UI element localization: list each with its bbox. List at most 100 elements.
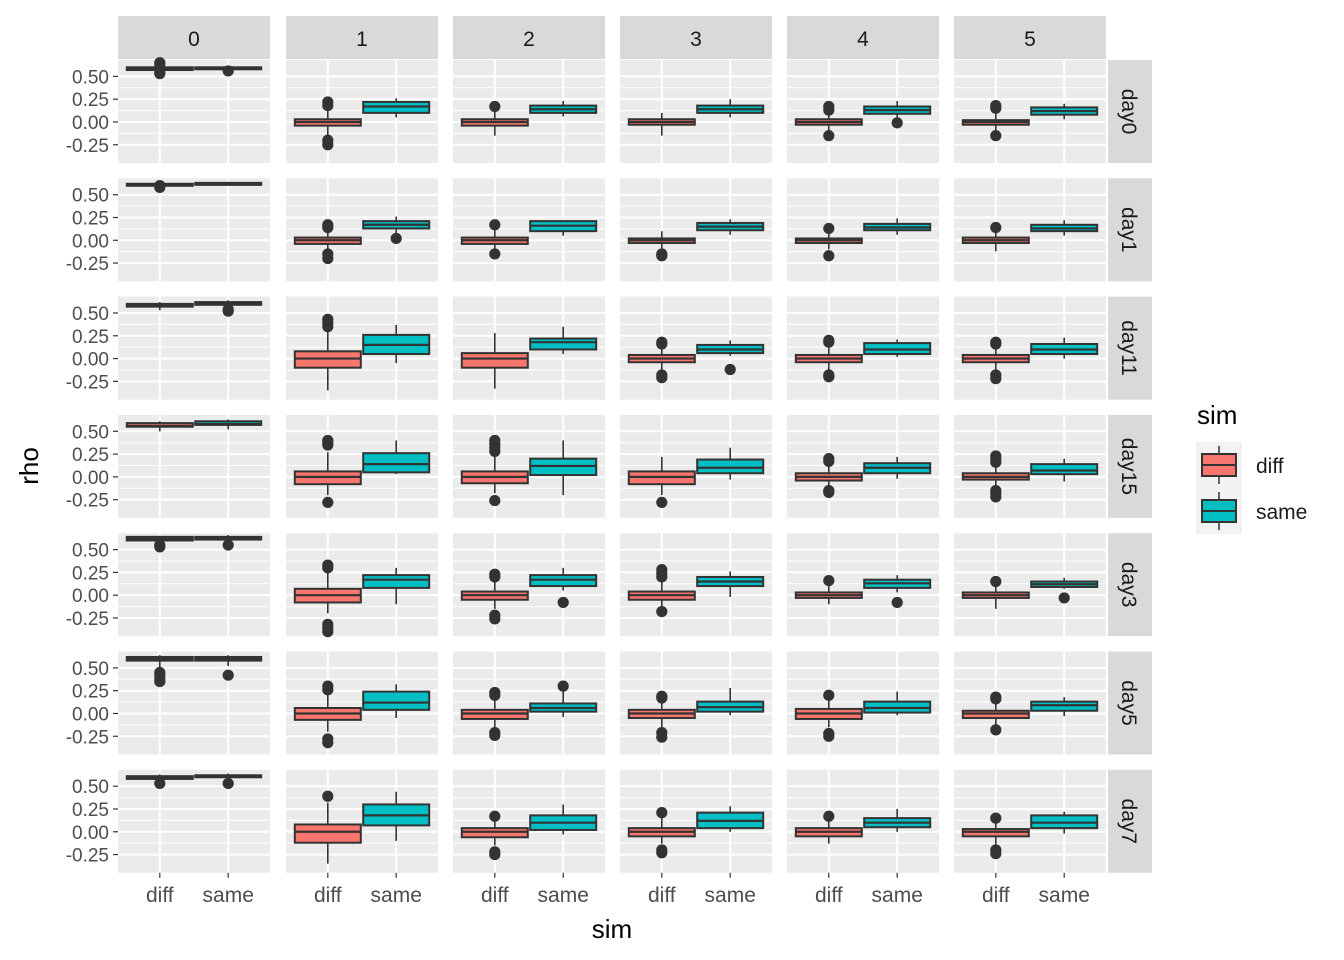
y-tick-label: 0.50: [72, 659, 109, 680]
legend-label: diff: [1256, 455, 1284, 478]
facet-strip-top: 0: [118, 16, 270, 59]
boxplot-diff: [293, 434, 362, 509]
facet-strip-top: 5: [954, 16, 1106, 59]
y-tick-label: 0.00: [72, 468, 109, 489]
facet-panel: [118, 651, 270, 755]
boxplot-diff: [627, 564, 696, 618]
outlier-point: [489, 613, 501, 625]
box: [696, 458, 765, 475]
y-axis-title: rho: [14, 447, 44, 485]
boxplot-same: [362, 98, 431, 118]
facet-panel: [453, 178, 605, 282]
facet-panel: [787, 60, 939, 163]
x-axis: diff same diff same diff same diff same diff same…: [146, 872, 1090, 907]
outlier-point: [990, 491, 1002, 503]
facet-strip-top: 3: [620, 16, 772, 59]
boxplot-diff: [125, 655, 194, 688]
facet-panel: [954, 651, 1106, 755]
facet-panel: [787, 769, 939, 873]
outlier-point: [154, 179, 166, 192]
outlier-point: [656, 807, 668, 819]
outlier-point: [891, 596, 903, 609]
panel-grid: 0 1 2 3 4 5 day0 day1 day11 day15 day3 day5 day7: [118, 16, 1152, 873]
boxplot-same: [362, 440, 431, 475]
y-tick-label: -0.25: [66, 727, 109, 748]
outlier-point: [823, 810, 835, 822]
facet-strip-right: day3: [1108, 533, 1152, 637]
outlier-point: [823, 574, 835, 587]
boxplot-diff: [125, 179, 194, 194]
outlier-point: [222, 65, 234, 77]
boxplot-same: [1030, 337, 1099, 359]
facet-panel: [620, 651, 772, 755]
outlier-point: [990, 848, 1002, 860]
outlier-point: [724, 363, 736, 376]
facet-panel: [620, 414, 772, 518]
facet-column-label: 5: [1024, 28, 1036, 51]
x-tick-label: diff: [314, 884, 342, 907]
outlier-point: [1058, 592, 1070, 604]
boxplot-same: [696, 447, 765, 480]
facet-panel: [118, 769, 270, 873]
boxplot-same: [194, 65, 263, 77]
facet-row-label: day1: [1117, 207, 1140, 253]
legend-key-diff: [1196, 442, 1242, 488]
boxplot-same: [529, 440, 598, 496]
boxplot-diff: [961, 99, 1030, 142]
outlier-point: [656, 847, 668, 859]
boxplot-same: [529, 220, 598, 236]
boxplot-diff: [794, 453, 863, 498]
boxplot-diff: [125, 57, 194, 80]
facet-panel: [286, 651, 438, 755]
boxplot-diff: [627, 112, 696, 136]
y-tick-label: -0.25: [66, 491, 109, 512]
facet-panel: [286, 296, 438, 400]
x-tick-label: diff: [648, 884, 676, 907]
y-tick-label: 0.25: [72, 327, 109, 348]
strip-background: [453, 16, 605, 59]
outlier-point: [823, 453, 835, 465]
outlier-point: [154, 57, 166, 69]
boxplot-same: [362, 567, 431, 605]
boxplot-same: [194, 419, 263, 430]
outlier-point: [656, 496, 668, 509]
facet-panel: [620, 533, 772, 637]
facet-strip-right: day0: [1108, 60, 1152, 163]
boxplot-diff: [460, 810, 529, 861]
facet-strip-right: day5: [1108, 651, 1152, 755]
y-tick-label: -0.25: [66, 254, 109, 275]
facet-strip-right: day1: [1108, 178, 1152, 282]
boxplot-diff: [627, 336, 696, 384]
outlier-point: [489, 248, 501, 260]
outlier-point: [656, 731, 668, 743]
outlier-point: [322, 559, 334, 571]
box: [362, 574, 431, 589]
strip-background: [1108, 533, 1152, 637]
y-tick-label: 0.50: [72, 304, 109, 325]
facet-strip-top: 4: [787, 16, 939, 59]
y-tick-label: 0.25: [72, 90, 109, 111]
x-tick-label: same: [872, 884, 923, 907]
boxplot-diff: [460, 686, 529, 741]
facet-strip-top: 2: [453, 16, 605, 59]
strip-background: [1108, 651, 1152, 755]
facet-panel: [453, 533, 605, 637]
x-tick-label: same: [1039, 884, 1090, 907]
outlier-point: [656, 250, 668, 262]
facet-panel: [453, 60, 605, 163]
facet-column-label: 2: [523, 28, 535, 51]
outlier-point: [823, 486, 835, 498]
outlier-point: [990, 575, 1002, 588]
facet-panel: [787, 178, 939, 282]
facet-panel: [453, 414, 605, 518]
outlier-point: [823, 222, 835, 235]
boxplot-same: [194, 181, 263, 186]
outlier-point: [656, 372, 668, 384]
legend: sim diff same: [1196, 400, 1307, 534]
y-tick-label: 0.50: [72, 422, 109, 443]
facet-panel: [286, 769, 438, 873]
facet-column-label: 0: [188, 28, 200, 51]
boxplot-diff: [961, 221, 1030, 252]
boxplot-same: [362, 216, 431, 245]
